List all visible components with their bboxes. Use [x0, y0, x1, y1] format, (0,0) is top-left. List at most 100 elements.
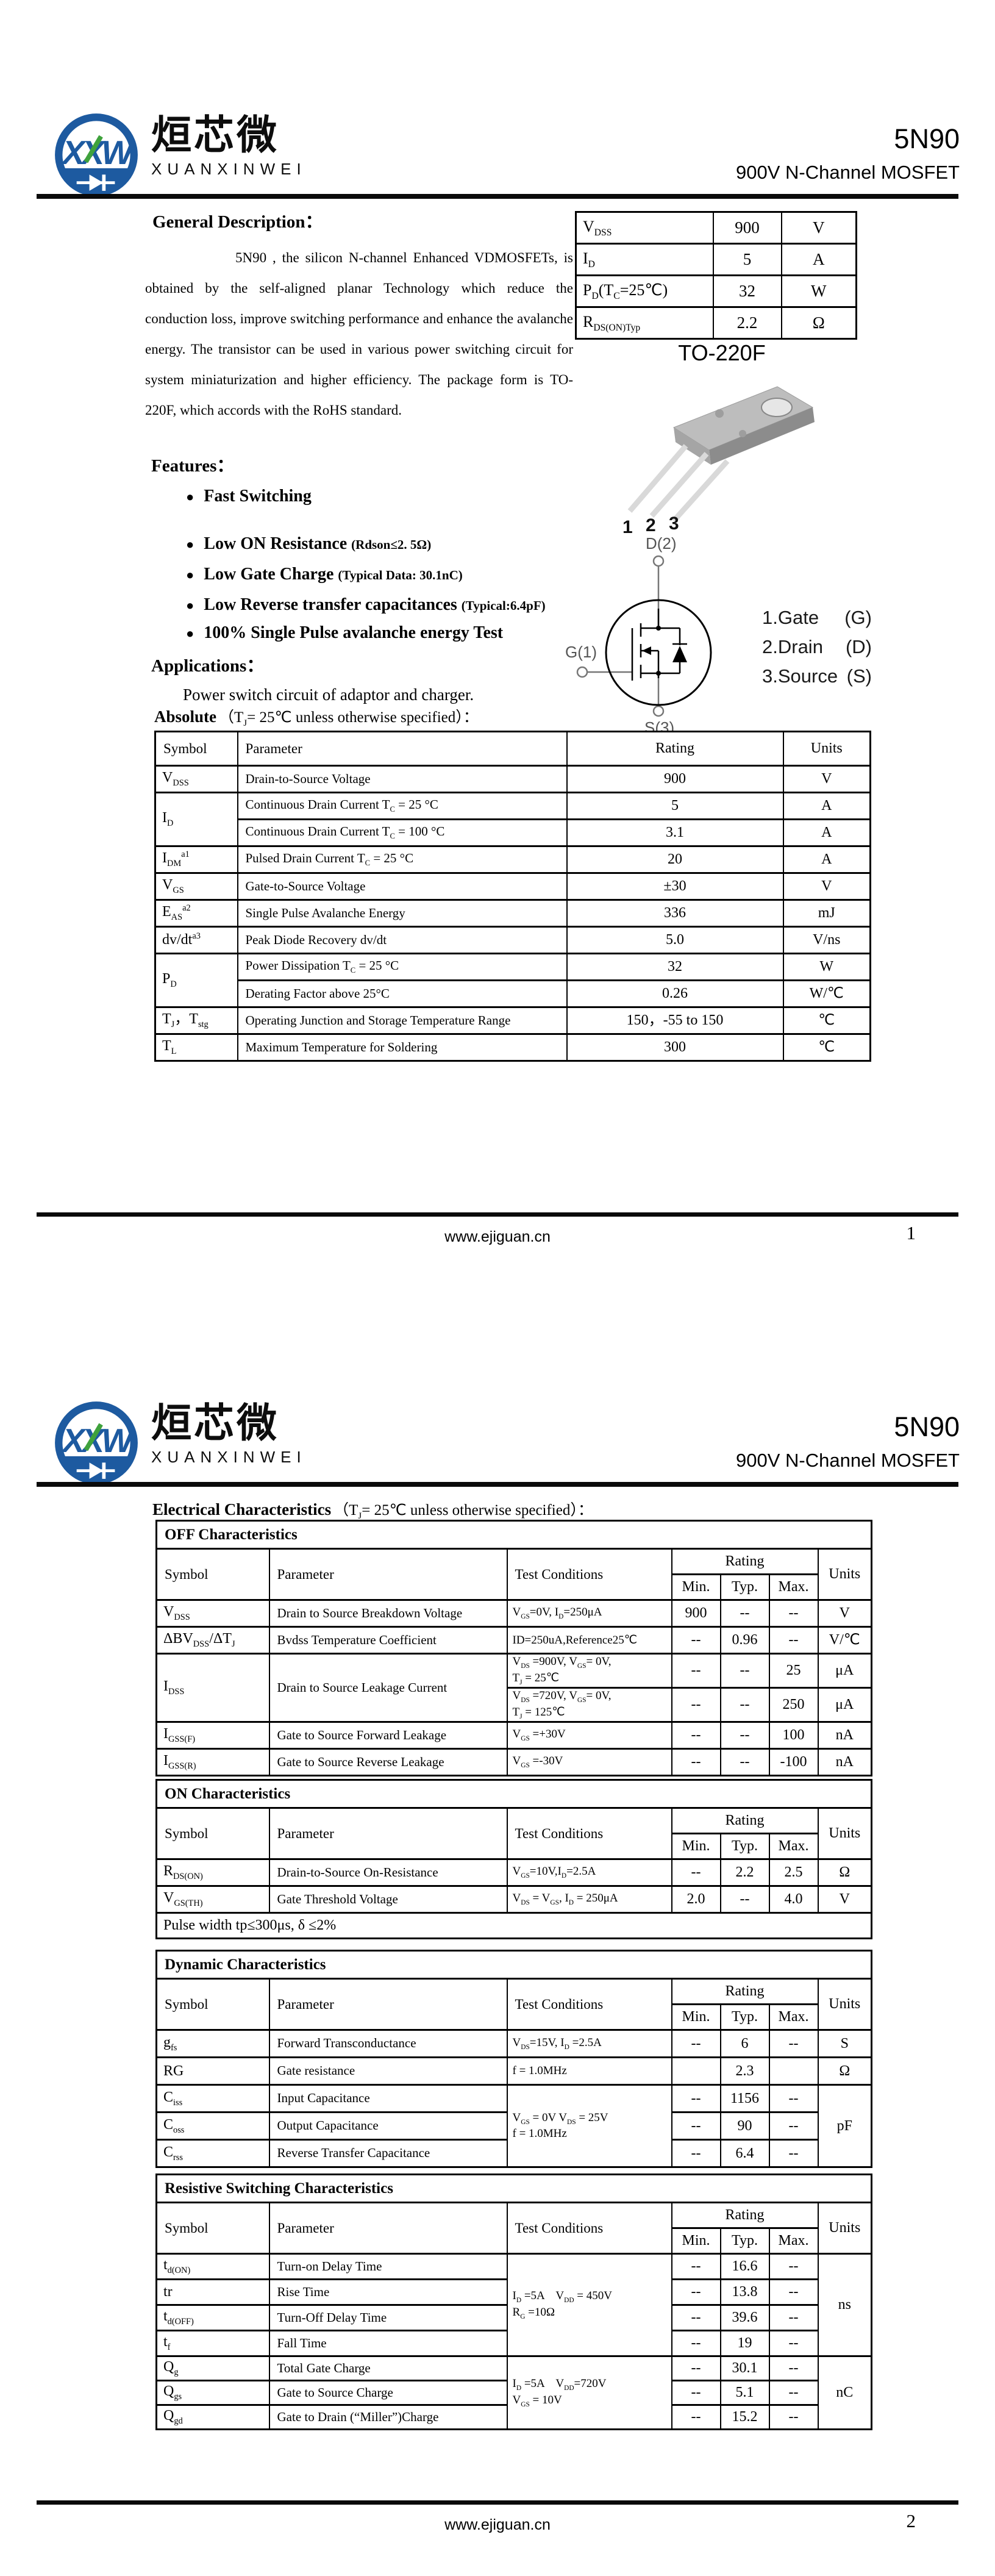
table-cell: Min.: [671, 1573, 721, 1601]
package-lead: [671, 459, 730, 523]
table-cell: TJ，Tstg: [154, 1006, 238, 1035]
feature-subtext: (Rdson≤2. 5Ω): [351, 537, 432, 552]
table-cell: Parameter: [237, 731, 568, 767]
feature-item: ● Low Gate Charge (Typical Data: 30.1nC): [186, 565, 463, 584]
schematic-drain-label: D(2): [646, 537, 677, 553]
bullet-icon: ●: [186, 537, 194, 552]
footer-website: www.ejiguan.cn: [444, 1228, 551, 1245]
bullet-icon: ●: [186, 626, 194, 641]
table-section-title: OFF Characteristics: [155, 1520, 872, 1550]
table-cell: A: [782, 818, 871, 847]
company-name-en: XUANXINWEI: [151, 160, 307, 178]
company-name-cn: 烜芯微: [151, 1400, 279, 1447]
table-cell: V/℃: [817, 1626, 872, 1655]
table-cell: Gate resistance: [268, 2056, 508, 2086]
table-cell: 20: [566, 845, 784, 874]
table-cell: 25: [768, 1653, 819, 1689]
table-cell: td(OFF): [155, 2304, 270, 2331]
table-cell: --: [671, 2139, 721, 2168]
table-cell: 39.6: [719, 2304, 770, 2331]
table-cell: --: [768, 2253, 819, 2280]
table-cell: V: [782, 872, 871, 901]
table-cell: Gate to Source Charge: [268, 2380, 508, 2406]
table-cell: A: [782, 792, 871, 820]
table-cell: --: [768, 2330, 819, 2357]
feature-item: ● Low Reverse transfer capacitances (Typ…: [186, 595, 546, 615]
table-cell: Power Dissipation TC = 25 °C: [237, 953, 568, 981]
table-cell: Gate to Source Reverse Leakage: [268, 1748, 508, 1776]
table-cell: 2.2: [712, 306, 782, 340]
table-cell: VDSS: [155, 1599, 270, 1628]
table-cell: 336: [566, 899, 784, 928]
table-cell: Test Conditions: [506, 1548, 672, 1601]
table-cell: 19: [719, 2330, 770, 2357]
section-heading-electrical: Electrical Characteristics （TJ= 25℃ unle…: [152, 1498, 593, 1522]
table-cell: Max.: [768, 2003, 819, 2031]
footer-page-number: 2: [906, 2510, 916, 2531]
table-cell: 5.0: [566, 926, 784, 954]
table-cell: TL: [154, 1033, 238, 1062]
table-cell: --: [671, 2380, 721, 2406]
package-lead: [649, 452, 709, 518]
table-cell: gfs: [155, 2029, 270, 2058]
table-cell: Qg: [155, 2355, 270, 2381]
company-logo: XXW 烜芯微 XUANXINWEI: [50, 1397, 307, 1489]
legend-pin-code: (D): [845, 636, 872, 657]
diode-icon: [76, 174, 115, 191]
legend-pin-name: 3.Source: [762, 665, 838, 687]
table-cell: μA: [817, 1687, 872, 1723]
absolute-ratings-table: Symbol Parameter Rating Units VDSS Drain-to-S…: [154, 731, 871, 1062]
table-cell: Derating Factor above 25°C: [237, 979, 568, 1008]
table-cell: Bvdss Temperature Coefficient: [268, 1626, 508, 1655]
table-cell: 900: [671, 1599, 721, 1628]
table-cell: Turn-Off Delay Time: [268, 2304, 508, 2331]
table-cell: VGS=10V,ID=2.5A: [506, 1858, 672, 1887]
dynamic-characteristics-table: Dynamic Characteristics Symbol Parameter Te…: [155, 1950, 873, 2168]
electrical-heading-rest: （TJ= 25℃ unless otherwise specified）：: [333, 1502, 593, 1521]
table-cell: VDSS: [575, 211, 714, 245]
table-cell: Single Pulse Avalanche Energy: [237, 899, 568, 928]
table-cell: W/℃: [782, 979, 871, 1008]
table-cell: Gate to Source Forward Leakage: [268, 1721, 508, 1750]
package-lead: [627, 444, 688, 513]
table-cell: Min.: [671, 2003, 721, 2031]
table-cell: --: [671, 1858, 721, 1887]
table-cell: f = 1.0MHz: [506, 2056, 672, 2086]
package-3d-image: 1 2 3: [622, 386, 815, 537]
table-cell: Coss: [155, 2111, 270, 2141]
bullet-icon: ●: [186, 567, 194, 582]
legend-pin-code: (S): [846, 665, 872, 687]
table-cell: 32: [566, 953, 784, 981]
feature-text: Low Gate Charge: [204, 565, 334, 584]
datasheet-page-2: XXW 烜芯微 XUANXINWEI 5N90 900V N-Channel M…: [0, 1288, 995, 2576]
table-cell: Ω: [817, 2056, 872, 2086]
table-cell: ID =5A VDD=720V VGS = 10V: [506, 2355, 672, 2430]
table-cell: pF: [817, 2084, 872, 2168]
on-characteristics-table: ON Characteristics Symbol Parameter Test Co…: [155, 1779, 872, 1939]
table-cell: EASa2: [154, 899, 238, 928]
table-cell: 2.3: [719, 2056, 770, 2086]
pin-legend: 1.Gate (G) 2.Drain (D) 3.Source (S): [762, 607, 872, 695]
table-cell: 13.8: [719, 2278, 770, 2306]
applications-text: Power switch circuit of adaptor and char…: [183, 685, 474, 704]
table-cell: 100: [768, 1721, 819, 1750]
table-cell: RDS(ON): [155, 1858, 270, 1887]
table-cell: Ciss: [155, 2084, 270, 2113]
electrical-heading-bold: Electrical Characteristics: [152, 1500, 332, 1519]
table-cell: V: [817, 1599, 872, 1628]
table-cell: ID =5A VDD = 450V RG =10Ω: [506, 2253, 672, 2357]
table-cell: ℃: [782, 1006, 871, 1035]
table-cell: --: [768, 2084, 819, 2113]
table-cell: Drain to Source Leakage Current: [268, 1653, 508, 1723]
table-cell: V: [780, 211, 857, 245]
part-number: 5N90: [894, 1411, 960, 1442]
table-cell: VDS = VGS, ID = 250μA: [506, 1885, 672, 1914]
table-cell: Typ.: [719, 1573, 770, 1601]
table-cell: 3.1: [566, 818, 784, 847]
body-diode: [672, 646, 687, 662]
feature-subtext: (Typical:6.4pF): [461, 598, 546, 613]
table-cell: Typ.: [719, 1833, 770, 1860]
quick-specs-table: VDSS 900 V ID 5 A PD(TC=25℃) 32 W RDS(ON)Typ 2.2 Ω: [575, 211, 857, 340]
logo-green-accent: [84, 1423, 103, 1451]
absolute-heading-bold: Absolute: [154, 707, 217, 726]
